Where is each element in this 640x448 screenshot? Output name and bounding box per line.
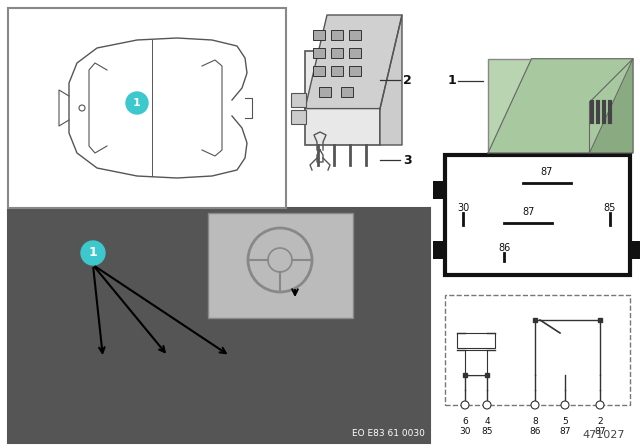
Bar xyxy=(445,295,630,405)
Text: EO E83 61 0030: EO E83 61 0030 xyxy=(352,429,425,438)
Text: 86: 86 xyxy=(498,243,510,253)
Bar xyxy=(305,52,380,145)
Text: 86: 86 xyxy=(529,427,541,436)
Bar xyxy=(331,30,343,40)
Text: 87: 87 xyxy=(522,207,534,217)
Bar xyxy=(349,66,361,76)
Text: 30: 30 xyxy=(460,427,471,436)
Text: 4: 4 xyxy=(484,417,490,426)
Circle shape xyxy=(561,401,569,409)
Circle shape xyxy=(483,401,491,409)
Text: 30: 30 xyxy=(457,203,469,213)
Circle shape xyxy=(461,401,469,409)
Bar xyxy=(457,333,495,348)
Bar xyxy=(433,181,446,199)
Text: 5: 5 xyxy=(562,417,568,426)
Bar xyxy=(465,350,487,375)
Bar xyxy=(331,48,343,58)
Text: 2: 2 xyxy=(597,417,603,426)
Polygon shape xyxy=(589,59,633,153)
Bar xyxy=(349,48,361,58)
Bar xyxy=(433,241,446,259)
Text: 1: 1 xyxy=(447,74,456,87)
Polygon shape xyxy=(305,15,402,108)
Bar xyxy=(331,66,343,76)
Bar xyxy=(208,213,353,318)
Bar xyxy=(8,208,430,443)
Text: 85: 85 xyxy=(481,427,493,436)
Text: 87: 87 xyxy=(541,167,553,177)
Circle shape xyxy=(531,401,539,409)
Polygon shape xyxy=(488,59,633,153)
Bar xyxy=(8,8,286,208)
Bar xyxy=(341,87,353,97)
Bar xyxy=(291,110,306,124)
Text: 1: 1 xyxy=(88,246,97,259)
Circle shape xyxy=(81,241,105,265)
Circle shape xyxy=(126,92,148,114)
Bar xyxy=(445,155,630,275)
Bar xyxy=(313,48,325,58)
Polygon shape xyxy=(380,15,402,145)
Bar xyxy=(313,66,325,76)
Text: 8: 8 xyxy=(532,417,538,426)
Text: 3: 3 xyxy=(403,154,412,167)
Bar xyxy=(313,30,325,40)
Bar xyxy=(319,87,331,97)
Bar xyxy=(629,241,640,259)
Text: 87: 87 xyxy=(595,427,605,436)
Text: 1: 1 xyxy=(133,98,141,108)
Circle shape xyxy=(596,401,604,409)
Text: 87: 87 xyxy=(559,427,571,436)
Text: 85: 85 xyxy=(604,203,616,213)
Text: 6: 6 xyxy=(462,417,468,426)
Bar xyxy=(291,93,306,107)
Text: 471027: 471027 xyxy=(582,430,625,440)
Text: 2: 2 xyxy=(403,73,412,86)
Bar xyxy=(488,59,589,153)
Bar xyxy=(349,30,361,40)
